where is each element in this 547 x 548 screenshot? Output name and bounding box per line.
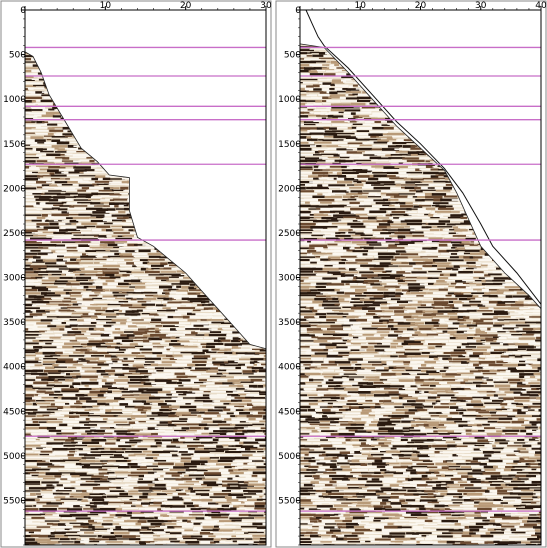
y-tick-label: 3500 bbox=[3, 318, 26, 328]
y-tick-label: 1000 bbox=[3, 95, 26, 105]
x-tick-label: 30 bbox=[260, 1, 272, 11]
mute-boundary bbox=[24, 51, 267, 350]
y-tick-label: 5500 bbox=[3, 496, 26, 506]
x-tick-label: 30 bbox=[475, 1, 487, 11]
x-tick-label: 40 bbox=[535, 1, 547, 11]
right-seismic-panel: 10 20 30 40 0 500 1000 1500 2000 2500 3000 3500 4000… bbox=[275, 0, 547, 548]
y-tick-label: 4000 bbox=[278, 363, 301, 373]
x-tick-label: 10 bbox=[355, 1, 367, 11]
y-tick-label: 5500 bbox=[278, 496, 301, 506]
x-tick-label: 20 bbox=[180, 1, 192, 11]
panel-border bbox=[275, 0, 547, 548]
x-tick-label: 10 bbox=[100, 1, 112, 11]
y-tick-label: 2000 bbox=[278, 184, 301, 194]
y-tick-label: 1500 bbox=[278, 140, 301, 150]
y-tick-label: 0 bbox=[20, 6, 26, 16]
y-tick-label: 1500 bbox=[3, 140, 26, 150]
y-tick-label: 5000 bbox=[278, 452, 301, 462]
y-tick-label: 0 bbox=[295, 6, 301, 16]
y-tick-label: 5000 bbox=[3, 452, 26, 462]
panel-border bbox=[0, 0, 272, 548]
left-seismic-panel: 10 20 30 0 500 1000 1500 2000 2500 3000 3500 4000 45… bbox=[0, 0, 272, 548]
y-tick-label: 4500 bbox=[278, 407, 301, 417]
y-tick-label: 4500 bbox=[3, 407, 26, 417]
y-tick-label: 3000 bbox=[3, 274, 26, 284]
y-tick-label: 1000 bbox=[278, 95, 301, 105]
y-tick-label: 2500 bbox=[3, 229, 26, 239]
y-tick-label: 500 bbox=[284, 51, 301, 61]
mute-boundary bbox=[299, 43, 542, 309]
y-tick-label: 500 bbox=[9, 51, 26, 61]
y-tick-label: 3000 bbox=[278, 274, 301, 284]
y-tick-label: 3500 bbox=[278, 318, 301, 328]
y-tick-label: 4000 bbox=[3, 363, 26, 373]
y-tick-label: 2500 bbox=[278, 229, 301, 239]
x-tick-label: 20 bbox=[415, 1, 427, 11]
y-tick-label: 2000 bbox=[3, 184, 26, 194]
moveout-curve bbox=[305, 9, 542, 305]
